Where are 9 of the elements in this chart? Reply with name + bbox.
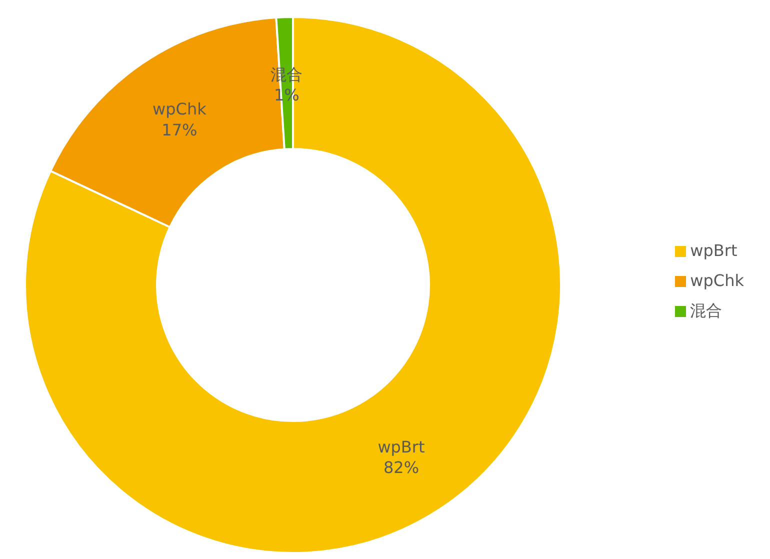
legend-label: 混合 (690, 300, 722, 320)
slice-label: wpBrt (378, 437, 425, 456)
donut-slice (24, 16, 562, 553)
data-label: 82% (383, 458, 420, 478)
legend-label: wpBrt (690, 240, 738, 260)
slice-label: wpChk (152, 100, 208, 119)
data-label: 1% (274, 86, 300, 105)
data-label: 17% (162, 120, 198, 140)
legend-label: wpChk (690, 270, 744, 290)
